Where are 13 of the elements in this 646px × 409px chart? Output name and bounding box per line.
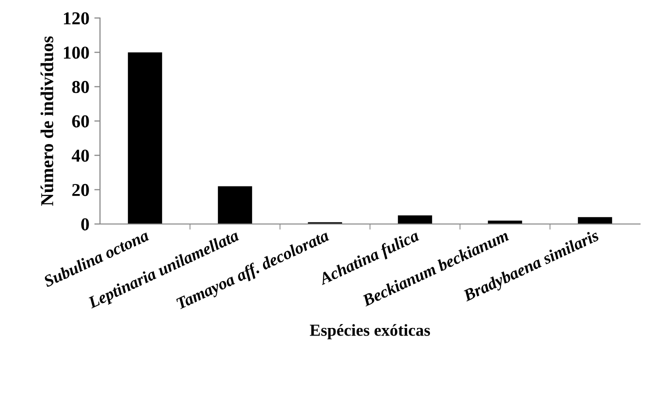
y-tick-label: 80 <box>72 80 89 94</box>
y-tick-label: 60 <box>72 115 89 128</box>
x-axis-title: Espécies exóticas <box>310 324 430 340</box>
y-tick-label: 0 <box>81 218 89 230</box>
y-tick-label: 20 <box>72 184 89 196</box>
y-tick-label: 40 <box>72 150 89 162</box>
y-tick-label: 120 <box>64 12 89 24</box>
bar <box>128 52 162 224</box>
bar <box>398 215 432 224</box>
bar <box>578 217 612 224</box>
bar <box>218 186 252 224</box>
y-axis-title: Número de indivíduos <box>40 36 54 206</box>
y-tick-label: 100 <box>64 46 89 59</box>
